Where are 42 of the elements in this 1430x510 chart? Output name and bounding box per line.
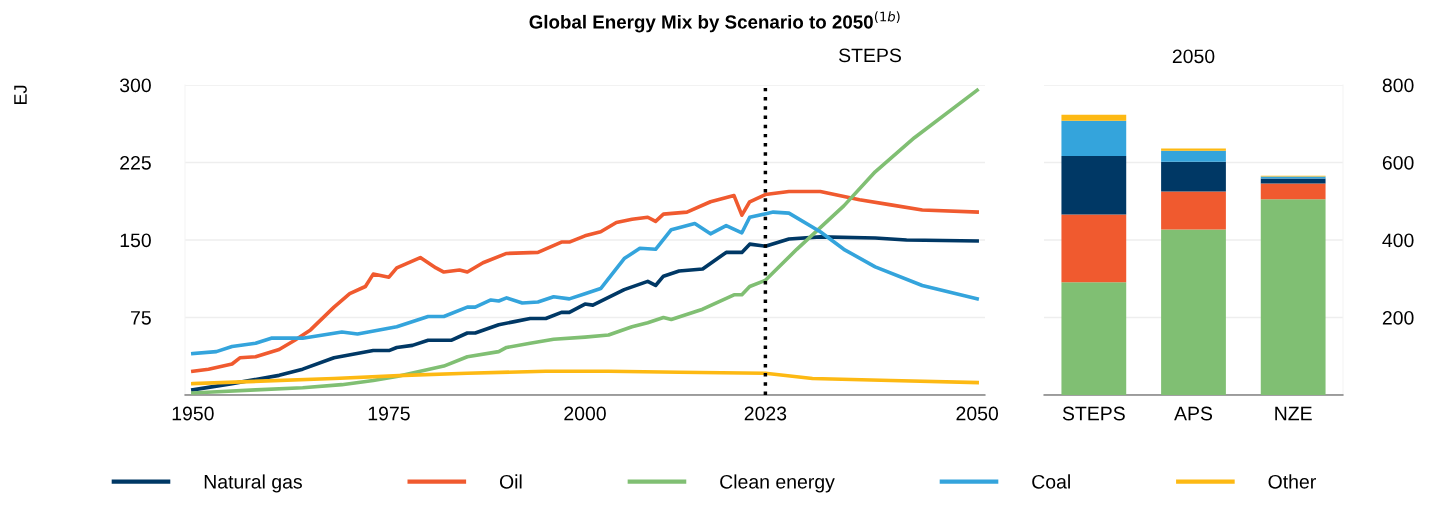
bar [1061, 114, 1127, 121]
bar [1161, 191, 1226, 230]
line-series [191, 235, 979, 392]
y-tick-label: 600 [1382, 155, 1414, 170]
bar [1161, 161, 1226, 192]
legend-label: Oil [499, 474, 522, 489]
x-tick-label: APS [1174, 406, 1213, 421]
legend-label: Coal [1032, 474, 1070, 489]
y-tick-label: 150 [120, 233, 151, 248]
y-tick-label: 400 [1382, 233, 1414, 248]
bar [1260, 183, 1326, 200]
legend-label: Natural gas [204, 474, 302, 493]
line-series [191, 88, 979, 395]
bar [1061, 282, 1127, 395]
x-tick-label: 2023 [744, 406, 787, 421]
line-series [191, 369, 979, 386]
x-tick-label: 1975 [368, 406, 410, 421]
bar [1260, 178, 1326, 184]
bar [1061, 155, 1127, 215]
line-series [191, 189, 979, 374]
line-series [191, 210, 979, 356]
legend-label: Other [1268, 474, 1316, 489]
x-tick-label: 2000 [564, 406, 606, 421]
chart-title: Global Energy Mix by Scenario to 2050$^{(1b)}$ [529, 11, 900, 33]
x-tick-label: 1950 [172, 406, 214, 421]
legend-label: Clean energy [720, 474, 835, 493]
bar [1061, 120, 1127, 156]
y-axis-title: EJ [14, 85, 27, 105]
y-tick-label: 300 [119, 78, 151, 93]
chart-subtitle: STEPS [839, 48, 901, 63]
y-tick-label: 225 [120, 155, 151, 170]
x-tick-label: NZE [1275, 406, 1312, 421]
bar [1161, 229, 1226, 395]
y-tick-label: 800 [1382, 78, 1414, 93]
bar [1061, 214, 1127, 283]
x-tick-label: 2050 [956, 406, 999, 421]
chart-title: 2050 [1172, 49, 1215, 64]
y-tick-label: 200 [1382, 310, 1414, 325]
x-tick-label: STEPS [1062, 406, 1125, 421]
y-tick-label: 75 [131, 311, 151, 325]
bar [1260, 199, 1326, 395]
bar [1161, 150, 1226, 162]
